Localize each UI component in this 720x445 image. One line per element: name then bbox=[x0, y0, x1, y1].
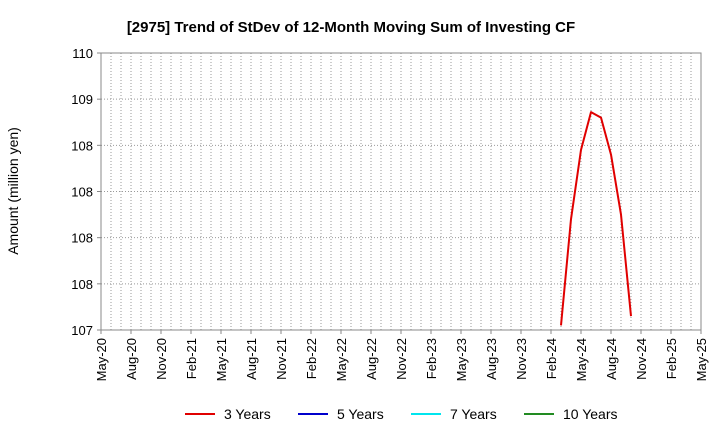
y-tick-label: 108 bbox=[71, 185, 93, 200]
chart-legend: 3 Years 5 Years 7 Years 10 Years bbox=[185, 406, 618, 422]
x-tick-label: Nov-23 bbox=[514, 338, 529, 380]
x-tick-label: May-22 bbox=[334, 338, 349, 381]
x-tick-label: Feb-24 bbox=[544, 338, 559, 379]
y-tick-label: 108 bbox=[71, 231, 93, 246]
x-tick-label: Nov-21 bbox=[274, 338, 289, 380]
x-tick-label: Aug-21 bbox=[244, 338, 259, 380]
y-tick-label: 109 bbox=[71, 92, 93, 107]
x-tick-label: May-23 bbox=[454, 338, 469, 381]
x-tick-label: Feb-25 bbox=[664, 338, 679, 379]
legend-label: 7 Years bbox=[450, 406, 497, 422]
legend-label: 5 Years bbox=[337, 406, 384, 422]
x-tick-label: Feb-23 bbox=[424, 338, 439, 379]
x-tick-label: May-20 bbox=[94, 338, 109, 381]
series-lines bbox=[560, 111, 632, 326]
x-tick-label: Nov-22 bbox=[394, 338, 409, 380]
y-axis-ticks: 107 108 108 108 108 109 110 bbox=[71, 46, 101, 338]
x-tick-label: Feb-22 bbox=[304, 338, 319, 379]
chart-title: [2975] Trend of StDev of 12-Month Moving… bbox=[127, 19, 575, 36]
y-tick-label: 110 bbox=[72, 46, 93, 61]
x-tick-label: Aug-24 bbox=[604, 338, 619, 380]
x-tick-label: Aug-22 bbox=[364, 338, 379, 380]
grid-lines bbox=[101, 53, 701, 330]
x-tick-label: Aug-20 bbox=[124, 338, 139, 380]
legend-label: 3 Years bbox=[224, 406, 271, 422]
legend-label: 10 Years bbox=[563, 406, 618, 422]
y-tick-label: 108 bbox=[71, 277, 93, 292]
x-tick-label: May-24 bbox=[574, 338, 589, 381]
x-tick-label: May-25 bbox=[694, 338, 709, 381]
y-axis-label: Amount (million yen) bbox=[5, 127, 21, 255]
x-tick-label: Nov-24 bbox=[634, 338, 649, 380]
series-line-3-years bbox=[560, 111, 632, 326]
x-tick-label: Feb-21 bbox=[184, 338, 199, 379]
y-tick-label: 108 bbox=[71, 138, 93, 153]
x-tick-label: Aug-23 bbox=[484, 338, 499, 380]
x-axis-ticks: May-20 Aug-20 Nov-20 Feb-21 May-21 Aug-21 Nov-… bbox=[94, 330, 709, 381]
x-tick-label: May-21 bbox=[214, 338, 229, 381]
x-tick-label: Nov-20 bbox=[154, 338, 169, 380]
y-tick-label: 107 bbox=[71, 323, 93, 338]
